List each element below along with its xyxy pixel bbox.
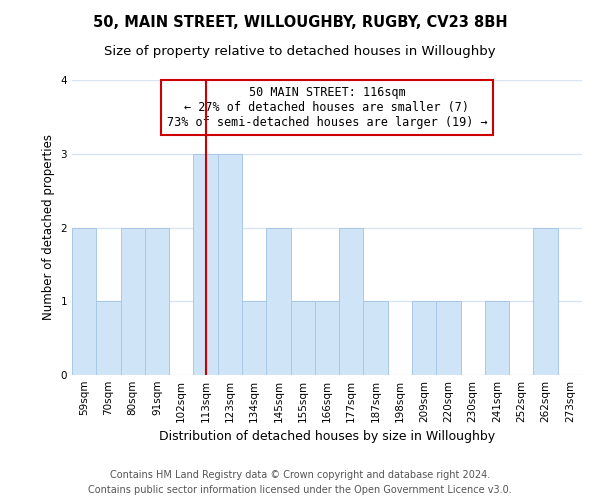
Text: Size of property relative to detached houses in Willoughby: Size of property relative to detached ho… [104,45,496,58]
Text: Contains public sector information licensed under the Open Government Licence v3: Contains public sector information licen… [88,485,512,495]
Y-axis label: Number of detached properties: Number of detached properties [42,134,55,320]
Bar [72,228,96,375]
Bar [339,228,364,375]
Bar [364,301,388,375]
Bar [436,301,461,375]
Bar [145,228,169,375]
Bar [121,228,145,375]
Bar [218,154,242,375]
Bar [290,301,315,375]
Text: 50, MAIN STREET, WILLOUGHBY, RUGBY, CV23 8BH: 50, MAIN STREET, WILLOUGHBY, RUGBY, CV23… [92,15,508,30]
Bar [412,301,436,375]
Bar [533,228,558,375]
Bar [315,301,339,375]
Bar [193,154,218,375]
Bar [266,228,290,375]
Text: Contains HM Land Registry data © Crown copyright and database right 2024.: Contains HM Land Registry data © Crown c… [110,470,490,480]
Text: 50 MAIN STREET: 116sqm
← 27% of detached houses are smaller (7)
73% of semi-deta: 50 MAIN STREET: 116sqm ← 27% of detached… [167,86,487,129]
X-axis label: Distribution of detached houses by size in Willoughby: Distribution of detached houses by size … [159,430,495,444]
Bar [242,301,266,375]
Bar [96,301,121,375]
Bar [485,301,509,375]
